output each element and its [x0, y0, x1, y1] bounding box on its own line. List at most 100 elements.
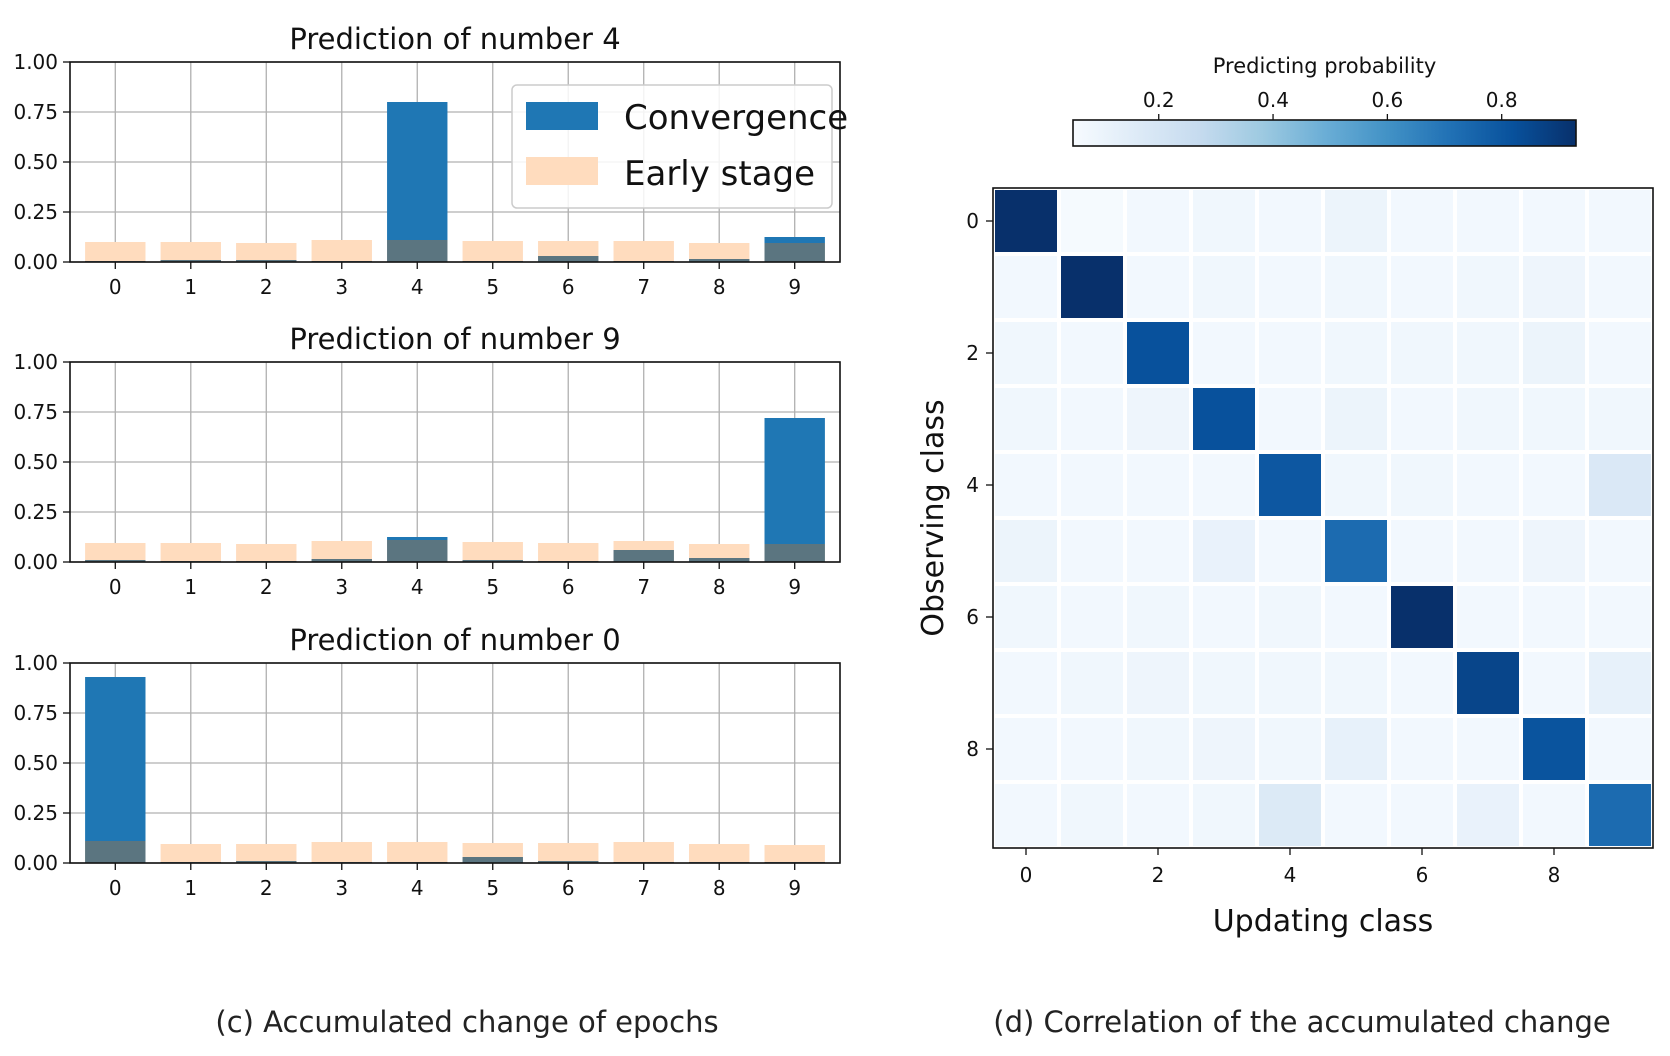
- x-tick-label: 7: [637, 275, 650, 299]
- bar-overlap: [311, 559, 372, 562]
- x-tick-label: 0: [109, 275, 122, 299]
- bar-overlap: [160, 260, 221, 262]
- y-tick-label: 0.00: [13, 250, 58, 274]
- x-tick-label: 8: [713, 575, 726, 599]
- heatmap-cell: [1325, 520, 1387, 582]
- heatmap-cell: [1127, 520, 1189, 582]
- bar-early-stage: [160, 844, 221, 863]
- x-tick-label: 0: [109, 876, 122, 900]
- heatmap-cell: [1259, 388, 1321, 450]
- heatmap-cell: [995, 784, 1057, 846]
- heatmap-cell: [995, 256, 1057, 318]
- bar-early-stage: [85, 543, 146, 562]
- chart-title: Prediction of number 4: [289, 22, 620, 56]
- heatmap-cell: [1259, 520, 1321, 582]
- heatmap-cell: [995, 322, 1057, 384]
- y-tick-label: 1.00: [13, 651, 58, 675]
- caption-left: (c) Accumulated change of epochs: [215, 1005, 719, 1039]
- heatmap-cell: [1391, 652, 1453, 714]
- x-tick-label: 0: [109, 575, 122, 599]
- bar-early-stage: [85, 242, 146, 262]
- heatmap-cell: [1589, 784, 1651, 846]
- heatmap-cell: [995, 586, 1057, 648]
- heatmap-x-tick-label: 6: [1416, 863, 1429, 887]
- heatmap-cell: [1127, 322, 1189, 384]
- bar-early-stage: [236, 243, 297, 262]
- x-tick-label: 3: [335, 575, 348, 599]
- heatmap-cell: [1391, 718, 1453, 780]
- x-tick-label: 6: [562, 275, 575, 299]
- y-tick-label: 0.50: [13, 150, 58, 174]
- heatmap-cell: [1325, 784, 1387, 846]
- x-tick-label: 5: [486, 275, 499, 299]
- bar-early-stage: [689, 243, 750, 262]
- heatmap-y-tick-label: 6: [966, 605, 979, 629]
- y-tick-label: 1.00: [13, 50, 58, 74]
- x-tick-label: 9: [788, 275, 801, 299]
- heatmap-cell: [1193, 388, 1255, 450]
- x-tick-label: 9: [788, 876, 801, 900]
- y-tick-label: 0.75: [13, 100, 58, 124]
- heatmap-cell: [1589, 256, 1651, 318]
- bar-early-stage: [160, 543, 221, 562]
- bar-overlap: [689, 558, 750, 562]
- colorbar-label: Predicting probability: [1213, 54, 1437, 78]
- x-tick-label: 4: [411, 876, 424, 900]
- heatmap-cell: [1259, 718, 1321, 780]
- heatmap-y-tick-label: 4: [966, 473, 979, 497]
- heatmap-cell: [1457, 652, 1519, 714]
- axes-frame: [69, 361, 841, 563]
- heatmap-x-label: Updating class: [1213, 904, 1434, 939]
- heatmap-cell: [1391, 322, 1453, 384]
- heatmap-cell: [1457, 784, 1519, 846]
- y-tick-label: 0.25: [13, 801, 58, 825]
- y-tick-label: 1.00: [13, 350, 58, 374]
- heatmap-x-tick-label: 4: [1284, 863, 1297, 887]
- bar-overlap: [613, 550, 674, 562]
- heatmap-cell: [1193, 454, 1255, 516]
- heatmap-cell: [1391, 586, 1453, 648]
- heatmap-cell: [1127, 652, 1189, 714]
- heatmap-cell: [1391, 520, 1453, 582]
- y-tick-label: 0.75: [13, 400, 58, 424]
- heatmap-cell: [1589, 454, 1651, 516]
- heatmap-cell: [1127, 190, 1189, 252]
- heatmap-cell: [1325, 454, 1387, 516]
- bar-overlap: [462, 560, 523, 562]
- legend-swatch-convergence: [526, 102, 598, 130]
- heatmap-cell: [1457, 322, 1519, 384]
- bar-overlap: [387, 540, 448, 562]
- heatmap-cell: [1127, 718, 1189, 780]
- axes-frame: [69, 61, 841, 263]
- heatmap-cell: [1061, 190, 1123, 252]
- bar-early-stage: [387, 842, 448, 863]
- heatmap-cell: [1127, 388, 1189, 450]
- heatmap-cell: [1523, 388, 1585, 450]
- heatmap-cell: [1325, 652, 1387, 714]
- heatmap-cell: [1259, 454, 1321, 516]
- heatmap-cell: [1325, 388, 1387, 450]
- heatmap-cell: [1589, 388, 1651, 450]
- legend-swatch-early-stage: [526, 157, 598, 185]
- heatmap-cell: [1457, 718, 1519, 780]
- x-tick-label: 1: [184, 275, 197, 299]
- bar-early-stage: [764, 845, 825, 863]
- bar-overlap: [764, 544, 825, 562]
- y-tick-label: 0.00: [13, 851, 58, 875]
- colorbar-tick-label: 0.4: [1257, 88, 1289, 112]
- bar-early-stage: [462, 241, 523, 262]
- heatmap-cell: [1325, 586, 1387, 648]
- heatmap-cell: [995, 454, 1057, 516]
- bar-overlap: [689, 259, 750, 262]
- heatmap-cell: [1391, 190, 1453, 252]
- heatmap-frame: [992, 187, 1654, 849]
- axes-frame: [69, 662, 841, 864]
- heatmap-cell: [1523, 322, 1585, 384]
- heatmap-cell: [1523, 718, 1585, 780]
- heatmap-cell: [1127, 586, 1189, 648]
- caption-right: (d) Correlation of the accumulated chang…: [993, 1005, 1611, 1039]
- heatmap-x-tick-label: 2: [1152, 863, 1165, 887]
- bar-early-stage: [538, 543, 599, 562]
- heatmap-cell: [1523, 256, 1585, 318]
- y-tick-label: 0.25: [13, 500, 58, 524]
